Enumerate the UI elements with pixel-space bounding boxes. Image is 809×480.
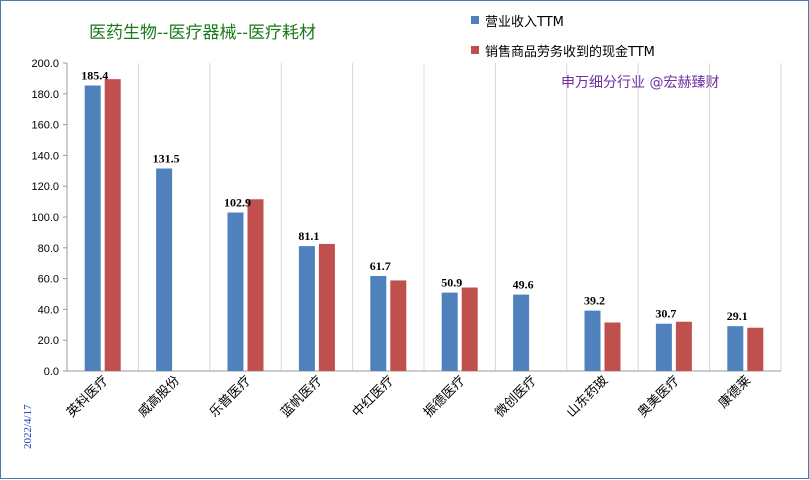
x-category-label: 威高股份 — [135, 373, 183, 421]
data-label-revenue: 102.9 — [224, 196, 251, 210]
y-tick-label: 160.0 — [31, 120, 59, 132]
source-note: 申万细分行业 @宏赫臻财 — [561, 75, 719, 91]
data-labels: 185.4 131.5 102.9 81.1 61.7 50.9 49.6 39.2 30.7 2… — [81, 68, 748, 323]
date-note: 2022/4/17 — [22, 404, 34, 449]
bar-cash — [604, 322, 621, 371]
legend-label-revenue: 营业收入TTM — [485, 15, 564, 30]
bar-revenue — [370, 275, 387, 371]
data-label-revenue: 49.6 — [513, 278, 534, 292]
legend-swatch-cash — [471, 46, 479, 54]
x-category-label: 英科医疗 — [64, 373, 111, 420]
data-label-revenue: 50.9 — [441, 276, 462, 290]
y-tick-label: 20.0 — [38, 335, 59, 347]
bar-cash — [747, 327, 764, 371]
y-tick-label: 40.0 — [38, 304, 59, 316]
y-tick-label: 60.0 — [38, 274, 59, 286]
bar-cash — [318, 243, 335, 371]
gridlines — [137, 63, 782, 371]
bar-revenue — [584, 310, 601, 371]
data-label-revenue: 29.1 — [727, 309, 748, 323]
bar-cash — [390, 280, 407, 371]
bar-revenue — [513, 294, 530, 371]
legend-label-cash: 销售商品劳务收到的现金TTM — [485, 44, 655, 60]
x-category-label: 奥美医疗 — [635, 373, 682, 420]
data-label-revenue: 185.4 — [81, 68, 108, 82]
bar-revenue — [727, 326, 744, 371]
y-tick-label: 80.0 — [38, 243, 59, 255]
x-category-label: 振德医疗 — [421, 373, 468, 420]
y-tick-label: 100.0 — [31, 212, 59, 224]
bar-revenue — [227, 212, 244, 371]
data-label-revenue: 131.5 — [153, 151, 180, 165]
bar-cash — [461, 287, 478, 371]
y-tick-label: 140.0 — [31, 150, 59, 162]
legend: 营业收入TTM 销售商品劳务收到的现金TTM — [471, 15, 655, 60]
bar-cash — [247, 199, 264, 371]
data-label-revenue: 81.1 — [298, 229, 319, 243]
x-category-label: 微创医疗 — [493, 373, 540, 420]
bar-cash — [104, 79, 121, 372]
x-category-label: 乐普医疗 — [207, 373, 254, 420]
y-tick-label: 0.0 — [44, 366, 59, 378]
y-tick-label: 120.0 — [31, 181, 59, 193]
bars — [84, 79, 764, 372]
y-tick-labels: 0.0 20.0 40.0 60.0 80.0 100.0 120.0 140.0 160.0 1… — [31, 58, 67, 378]
x-category-label: 中红医疗 — [349, 373, 397, 421]
data-label-revenue: 30.7 — [655, 307, 676, 321]
data-label-revenue: 61.7 — [370, 259, 391, 273]
bar-revenue — [655, 323, 672, 371]
x-category-label: 康德莱 — [715, 373, 754, 412]
bar-revenue — [84, 85, 101, 371]
legend-swatch-revenue — [471, 16, 479, 24]
category-labels: 英科医疗 威高股份 乐普医疗 蓝帆医疗 中红医疗 振德医疗 微创医疗 山东药玻 奥美医疗 康德莱 — [64, 373, 754, 421]
x-category-label: 蓝帆医疗 — [278, 373, 325, 420]
bar-revenue — [298, 246, 315, 371]
y-tick-label: 180.0 — [31, 89, 59, 101]
x-category-label: 山东药玻 — [564, 373, 611, 420]
bar-cash — [675, 321, 692, 371]
bar-revenue — [156, 168, 173, 371]
chart-title: 医药生物--医疗器械--医疗耗材 — [89, 23, 316, 43]
bar-revenue — [441, 292, 458, 371]
data-label-revenue: 39.2 — [584, 294, 605, 308]
y-tick-label: 200.0 — [31, 58, 59, 70]
